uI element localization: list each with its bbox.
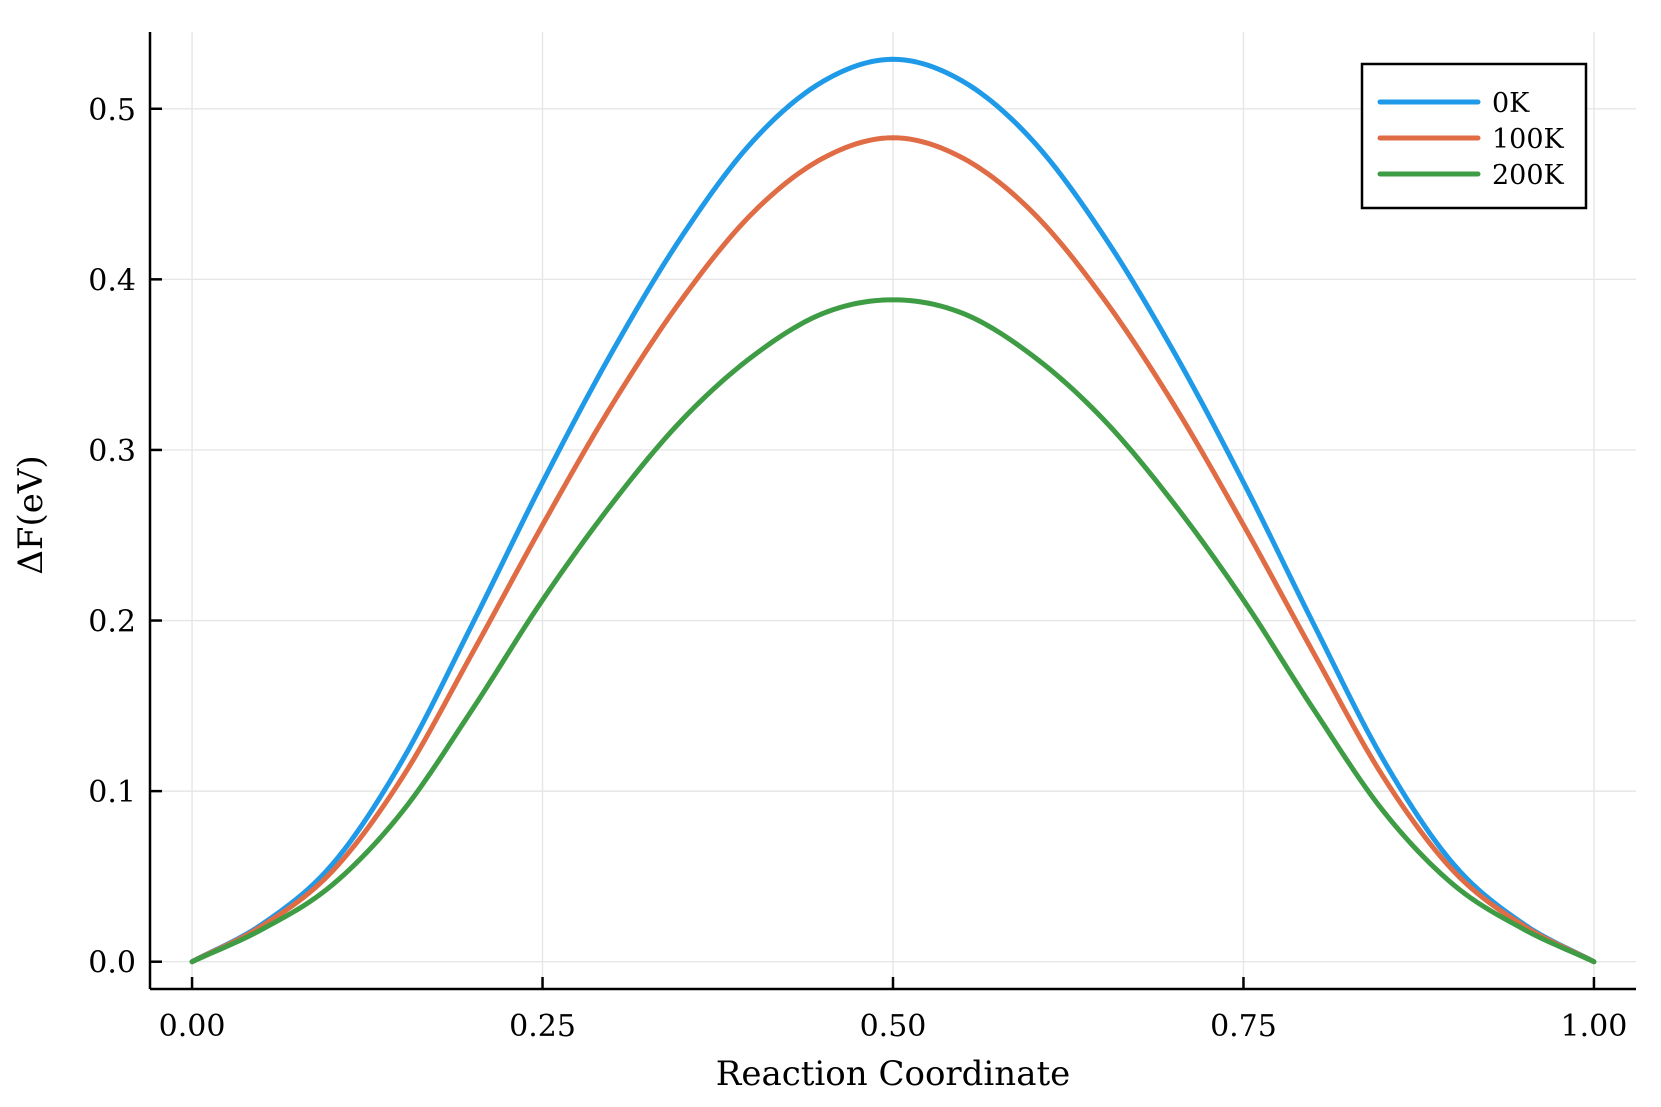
x-tick-label: 1.00 — [1561, 1009, 1628, 1044]
grid — [150, 32, 1636, 989]
y-axis-title: ΔF(eV) — [11, 455, 51, 574]
y-tick-label: 0.2 — [88, 605, 136, 640]
y-tick-label: 0.0 — [88, 946, 136, 981]
series-line-100k — [189, 135, 1597, 965]
legend-label-0k: 0K — [1492, 88, 1530, 119]
legend: 0K 100K 200K — [1360, 62, 1588, 210]
y-tick-label: 0.4 — [88, 263, 136, 298]
y-tick-label: 0.1 — [88, 775, 136, 810]
legend-label-200k: 200K — [1492, 160, 1565, 191]
x-tick-label: 0.50 — [860, 1009, 927, 1044]
x-tick-label: 0.25 — [509, 1009, 576, 1044]
legend-label-100k: 100K — [1492, 124, 1565, 155]
series-line-0k — [189, 56, 1597, 965]
series-line-200k — [189, 297, 1597, 965]
x-tick-label: 0.00 — [159, 1009, 226, 1044]
y-tick-label: 0.5 — [88, 93, 136, 128]
y-tick-label: 0.3 — [88, 434, 136, 469]
tick-labels: 0.00 0.25 0.50 0.75 1.00 0.0 0.1 0.2 0.3 0.4 0.5 — [88, 93, 1627, 1044]
series-lines — [189, 56, 1597, 965]
x-tick-label: 0.75 — [1210, 1009, 1277, 1044]
x-axis-title: Reaction Coordinate — [716, 1054, 1071, 1094]
